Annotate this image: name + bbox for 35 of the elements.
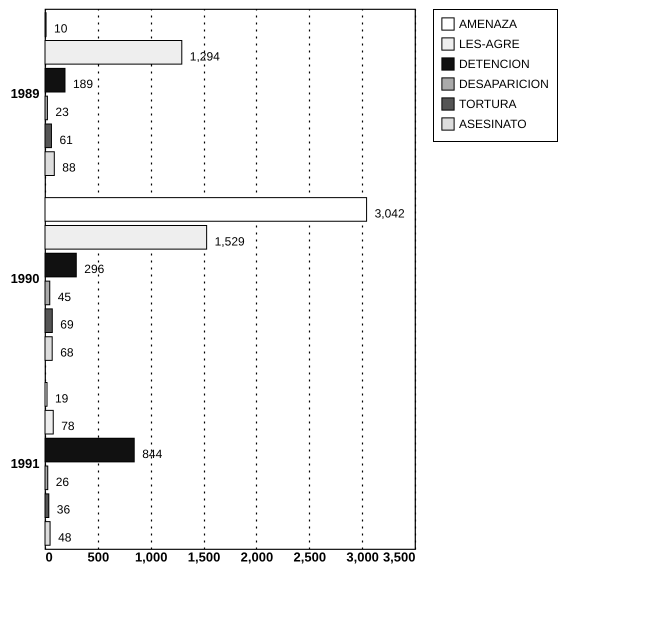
data-label: 45 — [58, 290, 72, 304]
x-tick-label: 1,500 — [188, 550, 220, 564]
data-label: 1,294 — [190, 49, 220, 64]
legend-label: DETENCION — [459, 57, 530, 71]
y-tick-label: 1990 — [10, 271, 40, 286]
data-label: 69 — [60, 318, 74, 332]
data-label: 1,529 — [214, 234, 245, 248]
data-label: 68 — [60, 346, 74, 360]
legend-label: AMENAZA — [459, 17, 518, 31]
x-tick-label: 2,500 — [294, 550, 326, 564]
y-tick-label: 1991 — [10, 456, 40, 471]
data-label: 78 — [61, 419, 75, 434]
data-label: 88 — [62, 160, 76, 175]
legend-label: DESAPARICION — [459, 77, 549, 91]
data-label: 3,042 — [374, 206, 405, 220]
x-tick-label: 500 — [88, 550, 110, 564]
legend-label: LES-AGRE — [459, 37, 520, 51]
x-tick-label: 3,000 — [346, 550, 379, 564]
data-label: 844 — [142, 447, 163, 462]
y-tick-label: 1989 — [10, 86, 40, 102]
data-label: 26 — [56, 474, 70, 489]
x-tick-label: 3,500 — [382, 550, 416, 564]
x-tick-label: 0 — [46, 550, 53, 564]
x-tick-label: 1,000 — [134, 550, 168, 564]
data-label: 10 — [54, 22, 68, 36]
data-label: 19 — [55, 391, 69, 406]
legend-label: TORTURA — [459, 97, 517, 111]
data-label: 23 — [55, 104, 70, 119]
data-label: 296 — [84, 262, 105, 276]
data-label: 61 — [59, 132, 74, 147]
data-label: 48 — [58, 530, 72, 544]
x-tick-label: 2,000 — [240, 550, 274, 564]
data-label: 189 — [72, 77, 94, 92]
data-label: 36 — [56, 502, 70, 517]
legend-label: ASESINATO — [459, 117, 527, 131]
